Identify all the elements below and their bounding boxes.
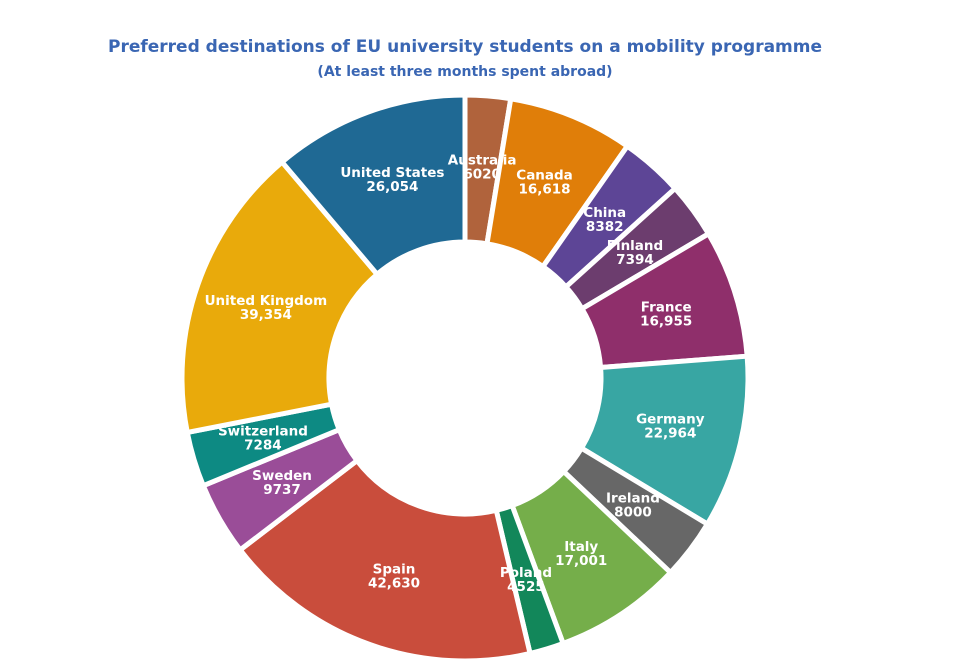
slice-value: 16,618 [518,182,570,198]
slice-label-france: France 16,955 [640,299,692,329]
slice-label-canada: Canada 16,618 [516,168,573,198]
slice-name: Germany [636,412,705,428]
slice-label-italy: Italy 17,001 [555,539,607,569]
slice-name: Finland [607,238,663,254]
slice-label-poland: Poland 4525 [500,565,552,595]
slice-value: 9737 [263,482,301,498]
slice-name: China [583,205,626,221]
slice-label-spain: Spain 42,630 [368,562,420,592]
slice-name: Canada [516,168,573,184]
chart-subtitle: (At least three months spent abroad) [317,64,613,80]
slice-spain[interactable] [237,458,533,664]
slice-name: Spain [373,562,416,578]
slice-value: 4525 [507,579,545,595]
slice-value: 39,354 [240,307,292,323]
slice-value: 8000 [614,505,652,521]
donut-slices [179,92,751,664]
slice-label-china: China 8382 [583,205,626,235]
slice-label-united-states: United States 26,054 [340,165,444,195]
slice-label-finland: Finland 7394 [607,238,663,268]
slice-value: 22,964 [644,426,696,442]
slice-united-kingdom[interactable] [179,159,380,435]
slice-value: 26,054 [366,179,418,195]
slice-value: 16,955 [640,313,692,329]
slice-value: 7284 [244,438,282,454]
slice-name: United Kingdom [205,293,328,309]
slice-label-sweden: Sweden 9737 [252,468,312,498]
slice-value: 42,630 [368,576,420,592]
slice-name: Poland [500,565,552,581]
slice-label-australia: Australia 6020 [448,153,517,183]
slice-name: Australia [448,153,517,169]
slice-label-ireland: Ireland 8000 [606,491,660,521]
slice-label-germany: Germany 22,964 [636,412,705,442]
slice-united-states[interactable] [279,92,468,277]
slice-label-united-kingdom: United Kingdom 39,354 [205,293,328,323]
slice-value: 7394 [616,252,654,268]
slice-value: 6020 [463,167,501,183]
slice-name: Ireland [606,491,660,507]
slice-value: 8382 [586,219,624,235]
chart-title: Preferred destinations of EU university … [107,37,823,57]
slice-value: 17,001 [555,553,607,569]
slice-label-switzerland: Switzerland 7284 [218,424,308,454]
slice-name: Italy [564,539,598,555]
slice-name: Switzerland [218,424,308,440]
slice-name: France [641,299,692,315]
slice-name: United States [340,165,444,181]
slice-name: Sweden [252,468,312,484]
